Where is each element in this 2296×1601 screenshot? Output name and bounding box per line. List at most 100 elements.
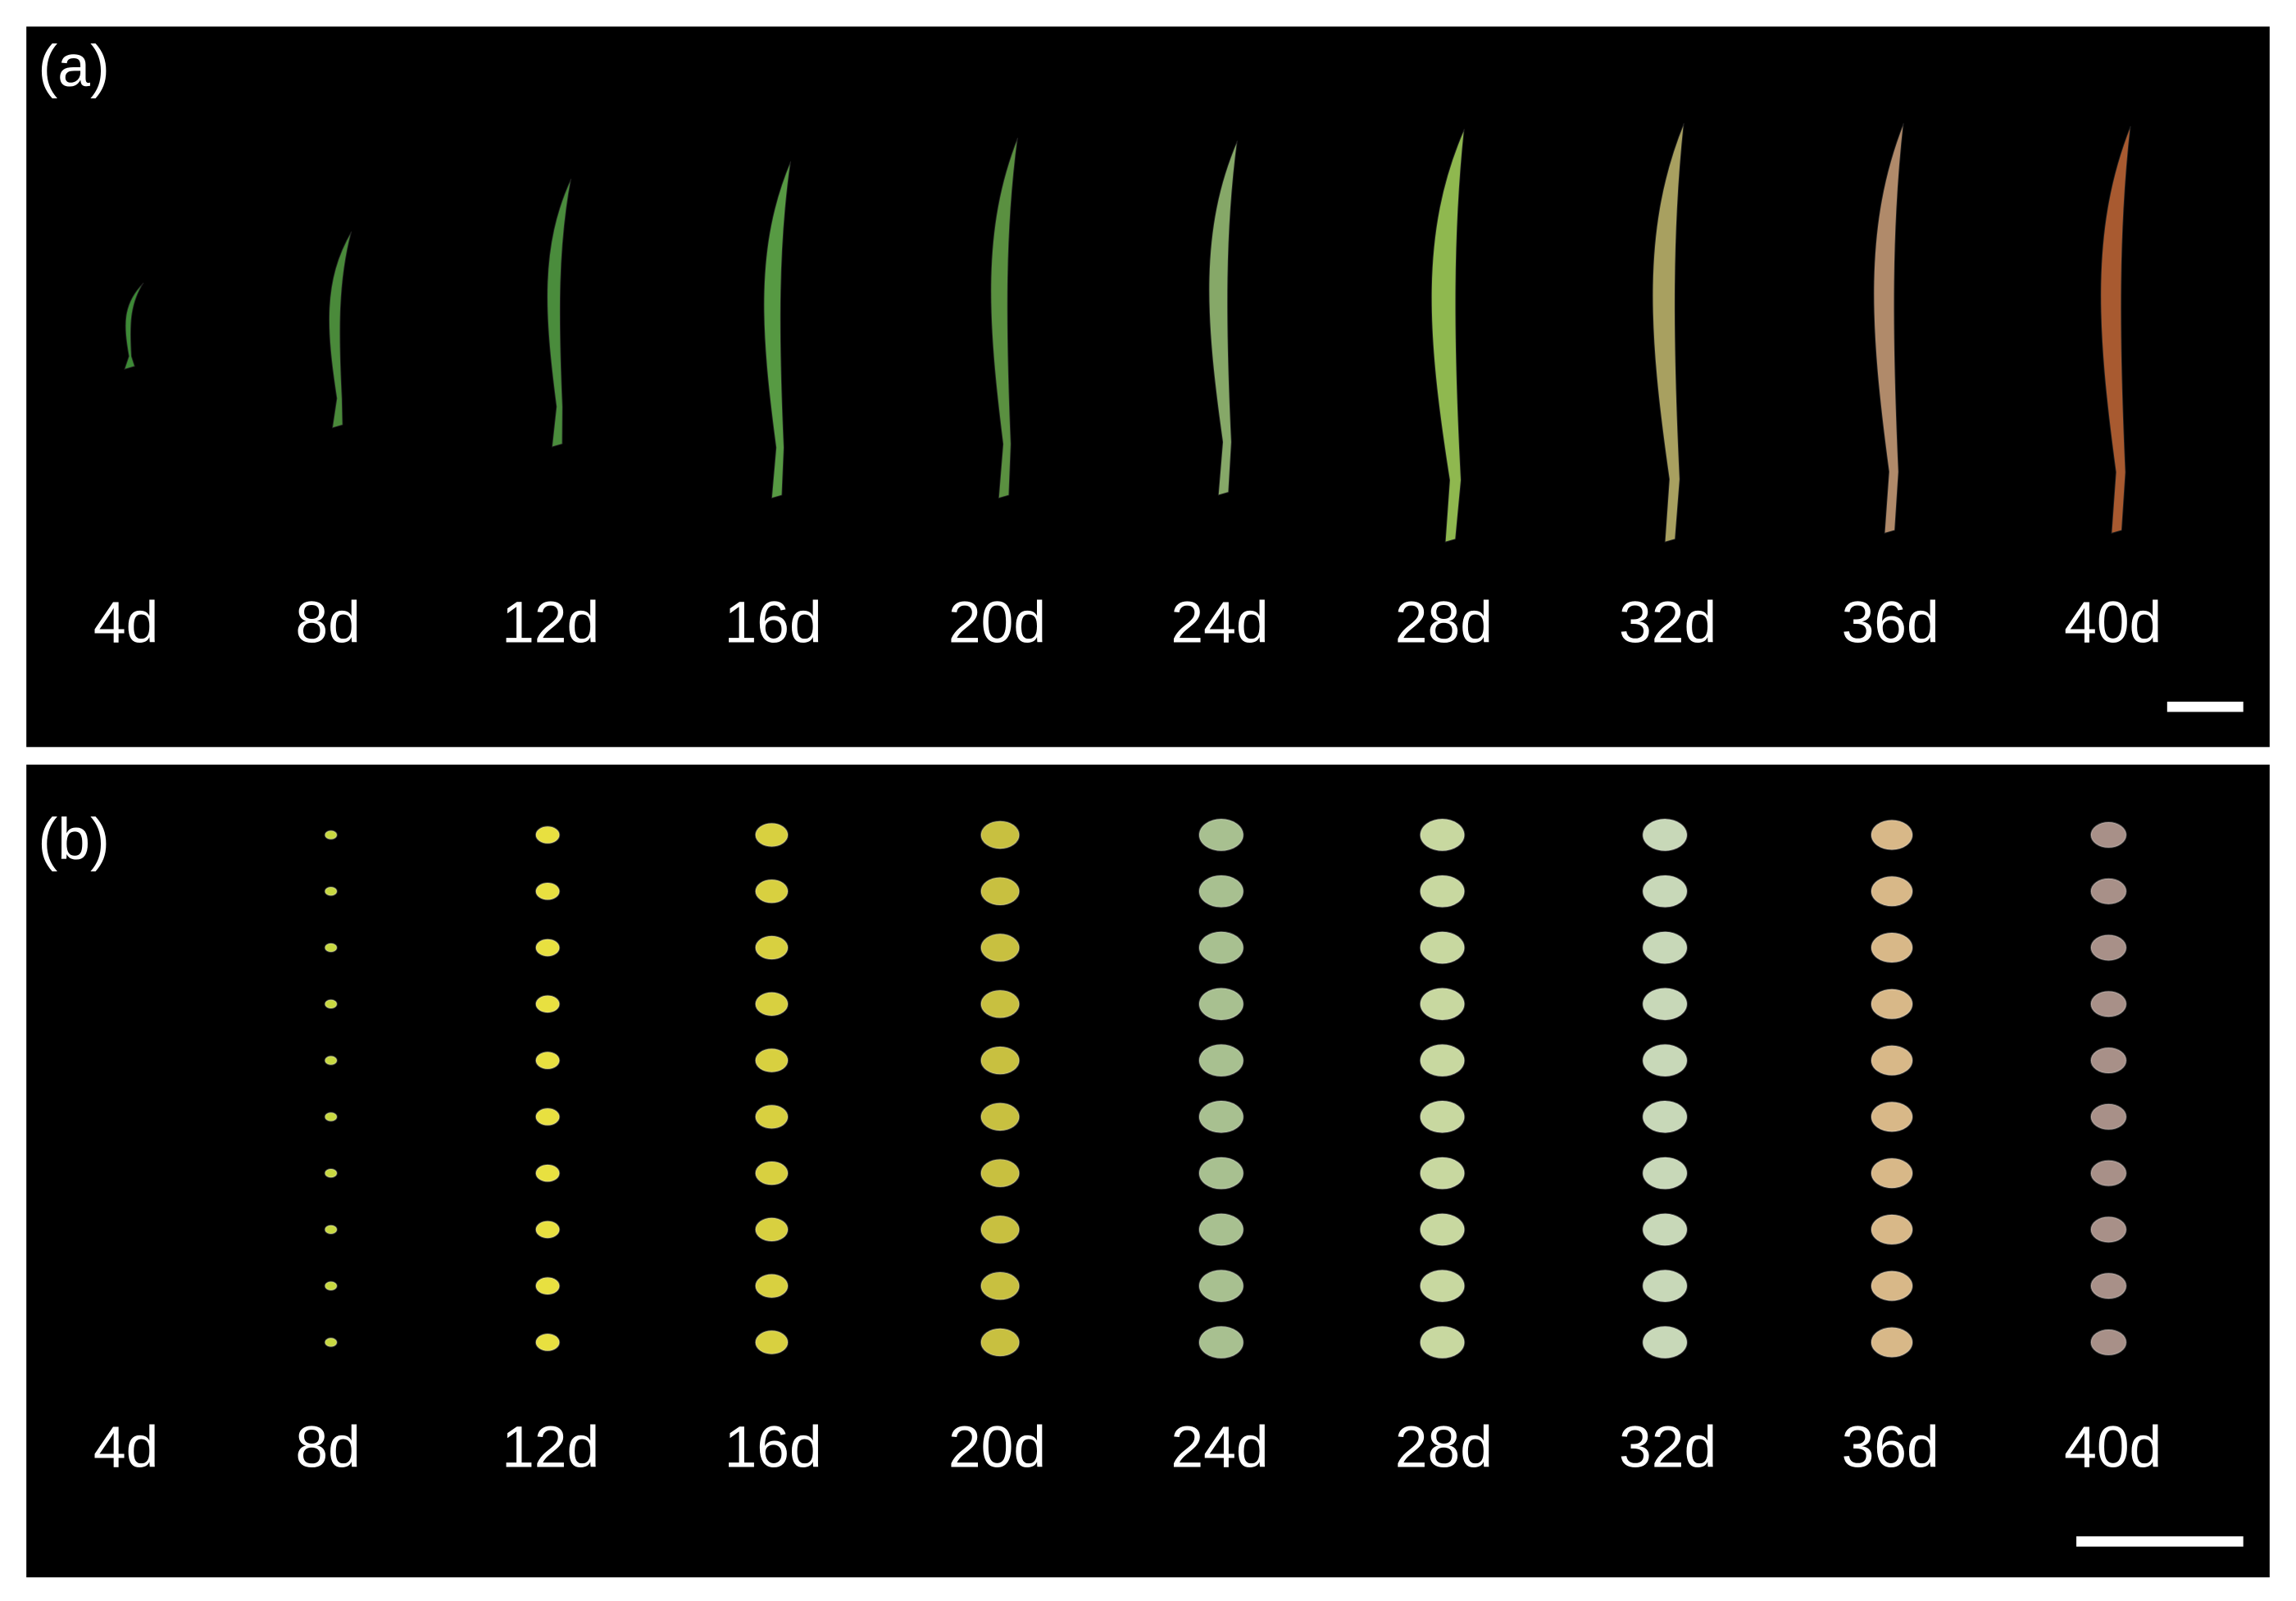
seed <box>754 991 789 1017</box>
seed <box>534 938 561 957</box>
seed <box>1198 875 1244 908</box>
seed <box>1198 1212 1244 1247</box>
seed <box>2090 934 2127 962</box>
seed <box>980 876 1021 906</box>
seed <box>1198 1326 1244 1359</box>
seed <box>1871 819 1913 851</box>
seed <box>324 1224 338 1235</box>
seed <box>534 1163 561 1183</box>
seed <box>754 822 789 848</box>
seed <box>1642 1269 1688 1303</box>
seed <box>1198 930 1244 965</box>
day-labels: 4d 8d 12d 16d 20d 24d 28d 32d 36d 40d 4d 8d 12d 16d 20… <box>93 590 2162 1480</box>
seed <box>980 1327 1021 1358</box>
seed <box>1871 988 1913 1020</box>
day-label: 40d <box>2064 590 2162 656</box>
day-label: 28d <box>1395 1414 1493 1480</box>
seed <box>1871 1158 1913 1189</box>
seed <box>980 1215 1021 1244</box>
day-label: 8d <box>295 1414 360 1480</box>
seed <box>2090 1329 2127 1356</box>
seed <box>1419 930 1466 965</box>
seed <box>1419 1100 1466 1134</box>
seed <box>1419 1044 1466 1077</box>
seed <box>324 886 338 897</box>
seed <box>324 830 338 840</box>
silique <box>1873 123 1904 534</box>
seed <box>1871 1214 1913 1245</box>
day-label: 36d <box>1842 590 1939 656</box>
seed <box>324 1280 338 1291</box>
seed <box>1871 1044 1913 1076</box>
seed <box>980 820 1021 850</box>
seed <box>754 935 789 961</box>
seed <box>2090 821 2127 848</box>
seed <box>1198 818 1244 852</box>
seed <box>1642 930 1688 965</box>
seed <box>1198 987 1244 1021</box>
panel-label: (a) <box>38 34 109 99</box>
seed <box>1642 1044 1688 1077</box>
seed <box>754 1330 789 1355</box>
day-label: 16d <box>725 1414 822 1480</box>
seed <box>324 1112 338 1122</box>
day-label: 16d <box>725 590 822 656</box>
seed <box>754 1273 789 1299</box>
seed <box>1871 876 1913 907</box>
day-label: 36d <box>1842 1414 1939 1480</box>
seeds <box>324 818 2127 1359</box>
seed <box>2090 1272 2127 1300</box>
seed <box>1419 1269 1466 1303</box>
seed <box>1419 1212 1466 1247</box>
seed <box>754 1104 789 1130</box>
day-label: 28d <box>1395 590 1493 656</box>
seed <box>1642 1212 1688 1247</box>
siliques <box>124 123 2131 543</box>
seed <box>324 1337 338 1348</box>
day-label: 24d <box>1171 1414 1268 1480</box>
seed <box>324 1055 338 1066</box>
day-label: 20d <box>948 590 1046 656</box>
seed <box>980 1158 1021 1188</box>
seed <box>980 933 1021 962</box>
seed <box>2090 877 2127 905</box>
silique <box>1208 140 1238 496</box>
seed <box>534 1276 561 1295</box>
day-label: 24d <box>1171 590 1268 656</box>
silique <box>329 231 352 429</box>
seed <box>1198 1044 1244 1077</box>
seed <box>980 989 1021 1019</box>
day-label: 8d <box>295 590 360 656</box>
seed <box>534 1051 561 1070</box>
seed <box>1198 1100 1244 1134</box>
silique <box>2100 125 2131 534</box>
silique <box>1430 129 1465 543</box>
seed <box>1419 987 1466 1021</box>
seed <box>980 1102 1021 1131</box>
seed <box>1871 1101 1913 1133</box>
seed <box>324 1168 338 1179</box>
seed <box>754 1161 789 1186</box>
seed <box>1419 1156 1466 1190</box>
seed <box>754 1048 789 1073</box>
day-label: 12d <box>502 1414 599 1480</box>
seed <box>980 1271 1021 1301</box>
seed <box>1871 1326 1913 1358</box>
seed <box>2090 1159 2127 1187</box>
seed <box>980 1045 1021 1076</box>
seed <box>1642 818 1688 852</box>
seed <box>2090 1047 2127 1074</box>
seed <box>1419 818 1466 852</box>
day-label: 20d <box>948 1414 1046 1480</box>
silique <box>763 161 792 499</box>
day-label: 40d <box>2064 1414 2162 1480</box>
scale-bar <box>2166 701 2244 712</box>
seed <box>2090 1103 2127 1130</box>
seed <box>1198 1269 1244 1303</box>
seed <box>1419 875 1466 908</box>
seed <box>754 1217 789 1242</box>
day-label: 32d <box>1619 590 1716 656</box>
seed <box>754 879 789 904</box>
silique <box>547 179 572 448</box>
